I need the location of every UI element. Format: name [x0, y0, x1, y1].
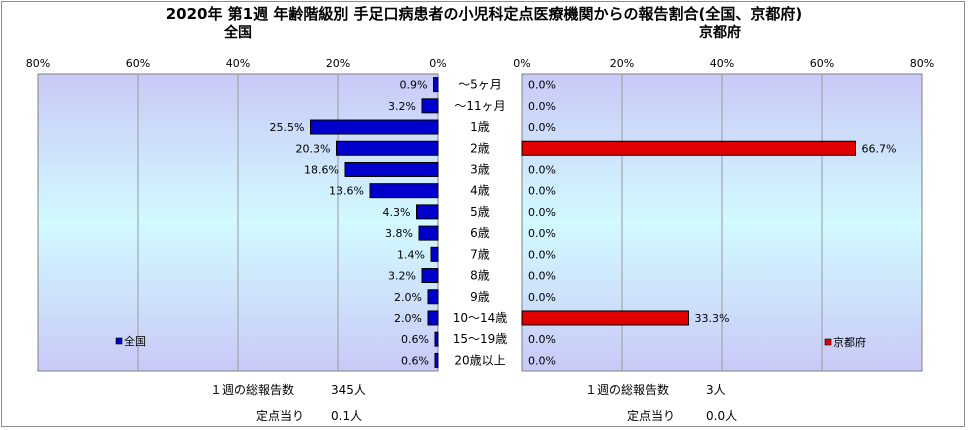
kyoto-axis-tick-label: 40% — [710, 57, 734, 70]
national-data-label: 18.6% — [304, 163, 339, 176]
national-axis-tick-label: 60% — [126, 57, 150, 70]
kyoto-subtitle: 京都府 — [699, 24, 741, 41]
kyoto-total-label: １週の総報告数 — [585, 382, 669, 397]
category-label: 10～14歳 — [453, 311, 508, 325]
category-label: 3歳 — [470, 162, 490, 176]
kyoto-axis-tick-label: 60% — [810, 57, 834, 70]
national-data-label: 0.6% — [401, 354, 429, 367]
national-bar — [310, 119, 439, 135]
kyoto-bar — [521, 140, 856, 156]
national-data-label: 0.9% — [400, 79, 428, 92]
kyoto-data-label: 0.0% — [528, 333, 556, 346]
kyoto-axis-tick-label: 80% — [910, 57, 934, 70]
national-data-label: 4.3% — [383, 206, 411, 219]
kyoto-legend-label: 京都府 — [833, 335, 866, 349]
national-bar — [344, 161, 439, 177]
category-label: 9歳 — [470, 290, 490, 304]
national-bar — [433, 77, 439, 93]
category-label: 5歳 — [470, 205, 490, 219]
category-label: ～5ヶ月 — [458, 78, 502, 92]
national-total-label: １週の総報告数 — [210, 382, 294, 397]
kyoto-per-site-label: 定点当り — [627, 408, 675, 423]
national-axis-tick-label: 0% — [429, 57, 446, 70]
national-bar — [421, 98, 439, 114]
national-data-label: 13.6% — [329, 185, 364, 198]
national-axis-tick-label: 40% — [226, 57, 250, 70]
category-label: 1歳 — [470, 120, 490, 134]
national-total-value: 345人 — [331, 383, 366, 397]
national-axis-tick-label: 20% — [326, 57, 350, 70]
national-data-label: 1.4% — [397, 248, 425, 261]
national-legend: 全国 — [115, 334, 146, 348]
category-label: 8歳 — [470, 269, 490, 283]
national-subtitle: 全国 — [223, 24, 252, 41]
national-axis-tick-label: 80% — [26, 57, 50, 70]
national-data-label: 25.5% — [270, 121, 305, 134]
national-bar — [434, 331, 439, 347]
category-label: 6歳 — [470, 226, 490, 240]
category-label: 20歳以上 — [454, 353, 505, 367]
national-data-label: 0.6% — [401, 333, 429, 346]
kyoto-data-label: 0.0% — [528, 163, 556, 176]
national-bar — [434, 352, 439, 368]
category-label: 7歳 — [470, 247, 490, 261]
national-bar — [418, 225, 439, 241]
category-label: ～11ヶ月 — [454, 99, 505, 113]
kyoto-data-label: 0.0% — [528, 206, 556, 219]
kyoto-data-label: 0.0% — [528, 270, 556, 283]
kyoto-data-label: 0.0% — [528, 248, 556, 261]
chart-title: 2020年 第1週 年齢階級別 手足口病患者の小児科定点医療機関からの報告割合(… — [166, 5, 803, 23]
national-per-site-label: 定点当り — [256, 408, 304, 423]
national-bar — [336, 140, 439, 156]
national-data-label: 2.0% — [394, 291, 422, 304]
national-bar — [369, 183, 439, 199]
category-label: 4歳 — [470, 184, 490, 198]
national-data-label: 20.3% — [296, 142, 331, 155]
kyoto-axis-tick-label: 0% — [513, 57, 530, 70]
kyoto-total-value: 3人 — [706, 383, 726, 397]
national-bar — [416, 204, 439, 220]
kyoto-bar — [521, 310, 689, 326]
national-bar — [427, 310, 439, 326]
kyoto-data-label: 0.0% — [528, 291, 556, 304]
kyoto-data-label: 0.0% — [528, 227, 556, 240]
national-data-label: 3.8% — [385, 227, 413, 240]
national-bar — [430, 246, 439, 262]
kyoto-data-label: 0.0% — [528, 354, 556, 367]
kyoto-data-label: 0.0% — [528, 185, 556, 198]
kyoto-data-label: 0.0% — [528, 100, 556, 113]
national-bar — [427, 289, 439, 305]
category-label: 2歳 — [470, 141, 490, 155]
national-data-label: 3.2% — [388, 100, 416, 113]
national-per-site-value: 0.1人 — [331, 409, 362, 423]
kyoto-data-label: 0.0% — [528, 79, 556, 92]
national-legend-swatch — [115, 337, 123, 345]
kyoto-per-site-value: 0.0人 — [706, 409, 737, 423]
kyoto-data-label: 33.3% — [695, 312, 730, 325]
kyoto-data-label: 0.0% — [528, 121, 556, 134]
kyoto-axis-tick-label: 20% — [610, 57, 634, 70]
category-label: 15～19歳 — [453, 332, 508, 346]
national-data-label: 2.0% — [394, 312, 422, 325]
kyoto-data-label: 66.7% — [862, 142, 897, 155]
kyoto-legend: 京都府 — [824, 335, 866, 349]
national-data-label: 3.2% — [388, 270, 416, 283]
national-bar — [421, 268, 439, 284]
national-legend-label: 全国 — [124, 334, 146, 348]
kyoto-legend-swatch — [824, 338, 832, 346]
